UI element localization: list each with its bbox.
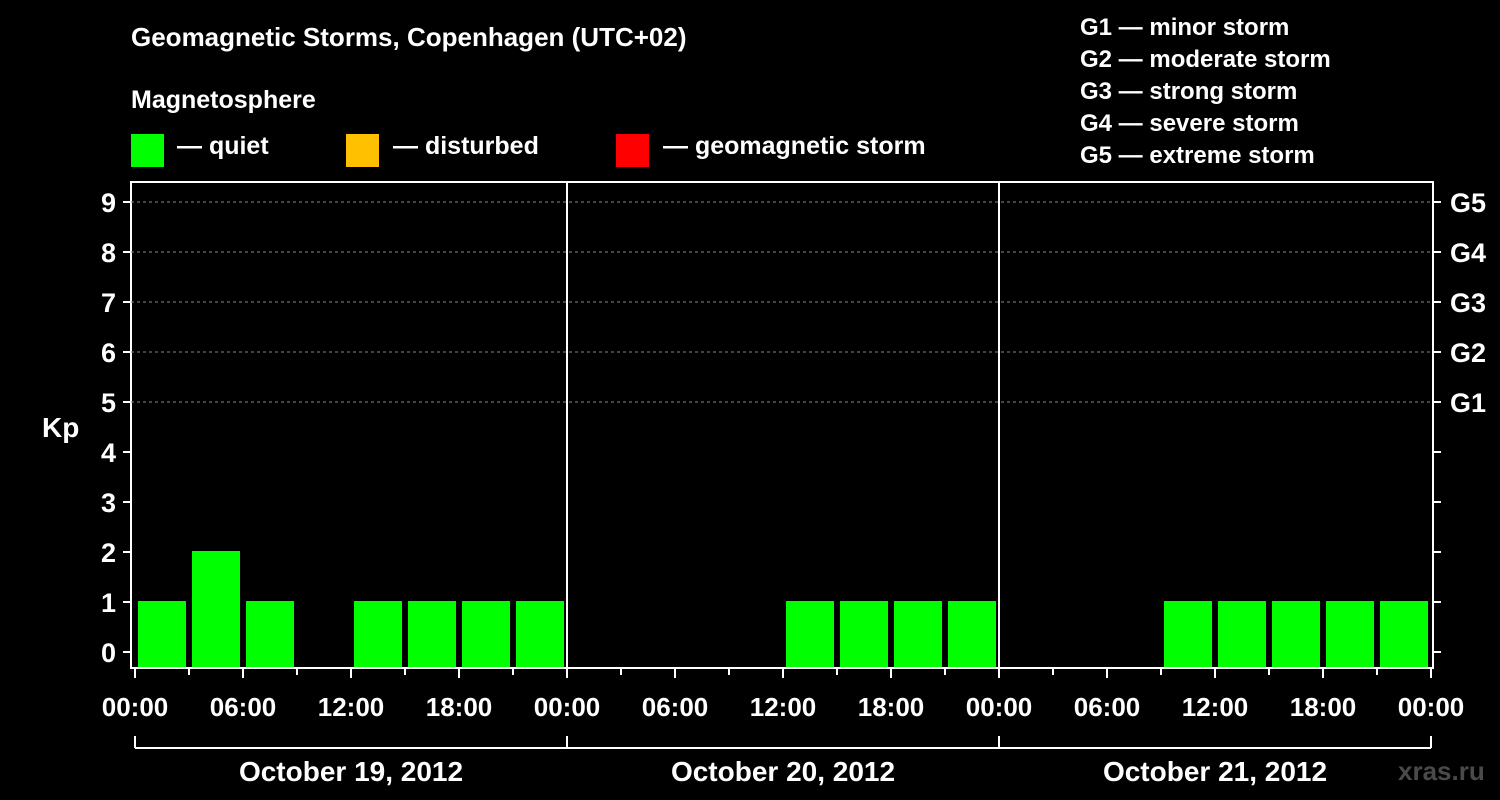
legend-label-disturbed: — disturbed	[393, 132, 539, 160]
x-tick-label-4: 00:00	[534, 692, 601, 722]
legend-label-quiet: — quiet	[177, 132, 269, 160]
kp-bar-4	[354, 601, 402, 667]
y-axis-label: Kp	[42, 412, 80, 443]
y-tick-label-6: 6	[101, 338, 116, 368]
x-tick-label-3: 18:00	[426, 692, 493, 722]
y-tick-label-4: 4	[101, 438, 116, 468]
x-tick-label-6: 12:00	[750, 692, 817, 722]
kp-bar-14	[894, 601, 942, 667]
y-tick-label-2: 2	[101, 538, 116, 568]
g-legend-g5: G5 — extreme storm	[1080, 142, 1315, 169]
x-tick-label-5: 06:00	[642, 692, 709, 722]
y-tick-label-9: 9	[101, 188, 116, 218]
kp-bar-21	[1272, 601, 1320, 667]
x-tick-label-9: 06:00	[1074, 692, 1141, 722]
right-tick-label-G2: G2	[1450, 338, 1486, 368]
g-legend-g1: G1 — minor storm	[1080, 14, 1290, 41]
x-tick-label-10: 12:00	[1182, 692, 1249, 722]
kp-bar-20	[1218, 601, 1266, 667]
g-legend-g3: G3 — strong storm	[1080, 78, 1298, 105]
kp-bar-23	[1380, 601, 1428, 667]
kp-bar-15	[948, 601, 996, 667]
x-tick-label-1: 06:00	[210, 692, 277, 722]
legend-swatch-quiet	[131, 134, 164, 167]
kp-bar-13	[840, 601, 888, 667]
x-tick-label-8: 00:00	[966, 692, 1033, 722]
y-tick-label-7: 7	[101, 288, 116, 318]
date-label-0: October 19, 2012	[239, 756, 463, 787]
right-tick-label-G1: G1	[1450, 388, 1486, 418]
y-tick-label-0: 0	[101, 638, 116, 668]
x-tick-label-2: 12:00	[318, 692, 385, 722]
chart-title: Geomagnetic Storms, Copenhagen (UTC+02)	[131, 22, 687, 52]
x-tick-label-0: 00:00	[102, 692, 169, 722]
y-tick-label-5: 5	[101, 388, 116, 418]
date-label-2: October 21, 2012	[1103, 756, 1327, 787]
watermark: xras.ru	[1398, 756, 1485, 786]
legend-swatch-disturbed	[346, 134, 379, 167]
x-tick-label-11: 18:00	[1290, 692, 1357, 722]
legend-label-storm: — geomagnetic storm	[663, 132, 926, 160]
kp-bar-19	[1164, 601, 1212, 667]
plot-frame	[130, 181, 1434, 669]
kp-bar-7	[516, 601, 564, 667]
x-tick-label-7: 18:00	[858, 692, 925, 722]
date-label-1: October 20, 2012	[671, 756, 895, 787]
y-tick-label-1: 1	[101, 588, 116, 618]
kp-bar-1	[192, 551, 240, 667]
right-tick-label-G5: G5	[1450, 188, 1486, 218]
right-tick-label-G4: G4	[1450, 238, 1486, 268]
kp-bar-2	[246, 601, 294, 667]
g-legend-g4: G4 — severe storm	[1080, 110, 1299, 137]
g-legend-g2: G2 — moderate storm	[1080, 46, 1331, 73]
kp-bar-0	[138, 601, 186, 667]
kp-bar-6	[462, 601, 510, 667]
kp-bar-22	[1326, 601, 1374, 667]
x-tick-label-12: 00:00	[1398, 692, 1465, 722]
kp-bar-12	[786, 601, 834, 667]
magnetosphere-legend-title: Magnetosphere	[131, 86, 316, 114]
kp-bar-5	[408, 601, 456, 667]
legend-swatch-storm	[616, 134, 649, 167]
y-tick-label-3: 3	[101, 488, 116, 518]
y-tick-label-8: 8	[101, 238, 116, 268]
right-tick-label-G3: G3	[1450, 288, 1486, 318]
